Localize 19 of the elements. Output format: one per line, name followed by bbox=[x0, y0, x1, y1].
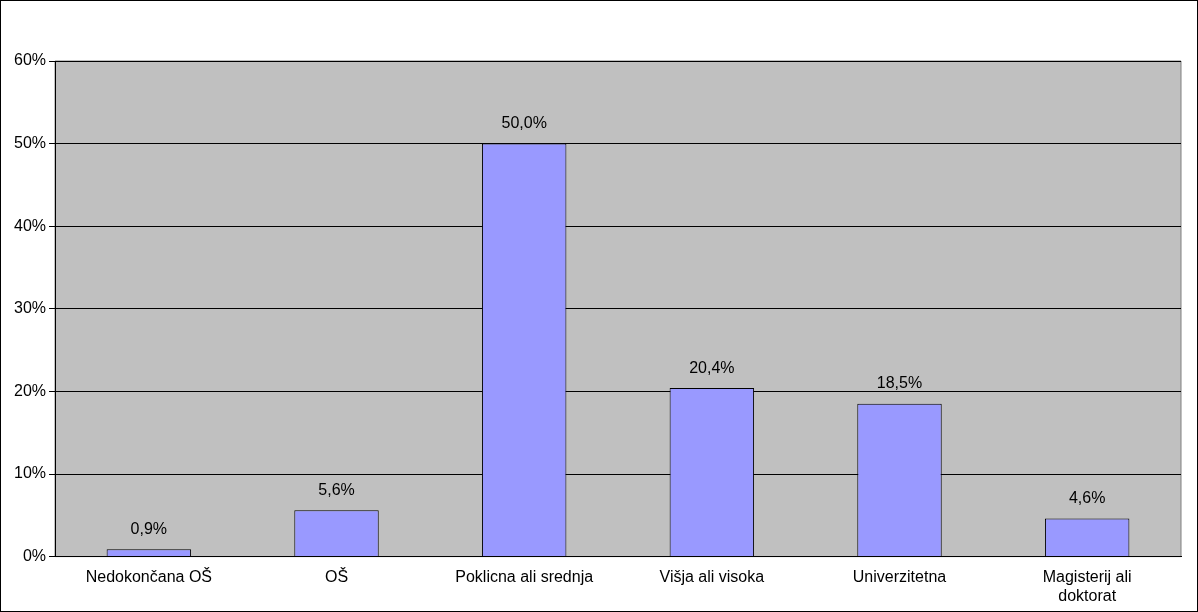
y-tick-label: 10% bbox=[13, 464, 47, 482]
y-tick-label: 20% bbox=[13, 381, 47, 399]
data-label: 18,5% bbox=[876, 374, 923, 392]
x-tick-label: Višja ali visoka bbox=[659, 567, 765, 585]
y-tick-label: 60% bbox=[13, 51, 47, 69]
x-tick-label: Magisterij ali doktorat bbox=[1042, 567, 1132, 604]
y-tick-label: 40% bbox=[13, 216, 47, 234]
data-label: 5,6% bbox=[318, 480, 355, 498]
y-tick-label: 50% bbox=[13, 134, 47, 152]
x-tick-label: Univerzitetna bbox=[852, 567, 947, 585]
data-label: 20,4% bbox=[689, 358, 735, 376]
x-tick-label: Poklicna ali srednja bbox=[455, 567, 594, 585]
data-label: 4,6% bbox=[1068, 489, 1106, 507]
x-tick-label: OŠ bbox=[324, 566, 349, 585]
data-label: 50,0% bbox=[501, 114, 547, 132]
x-tick-label: Nedokončana OŠ bbox=[85, 566, 213, 585]
y-tick-label: 0% bbox=[22, 547, 47, 565]
data-label: 0,9% bbox=[130, 519, 168, 537]
y-tick-label: 30% bbox=[13, 299, 47, 317]
